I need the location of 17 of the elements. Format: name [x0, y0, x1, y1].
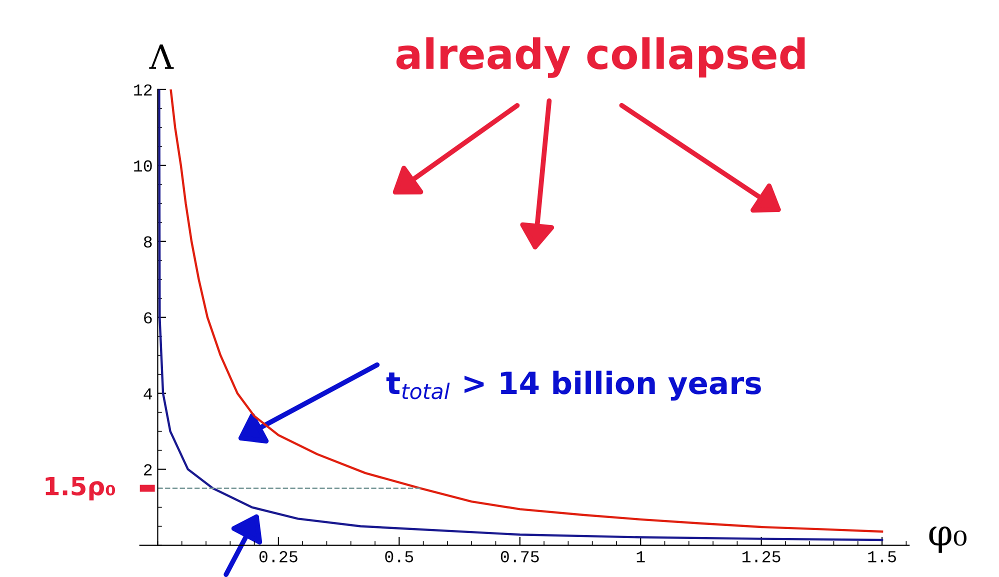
y-axis-title: Λ [149, 44, 174, 69]
y-tick-label: 10 [134, 160, 152, 172]
x-tick-label: 1.5 [868, 551, 896, 562]
y-tick-label: 4 [144, 388, 152, 400]
text: already collapsed [396, 37, 805, 78]
y-tick-label: 12 [134, 84, 152, 96]
x-tick-label: 0.25 [259, 551, 298, 562]
y-tick-label: 8 [144, 236, 152, 248]
x-tick-label: 0.75 [500, 551, 539, 562]
annotation: t$_{total}$ > 14 billion years [386, 370, 761, 401]
y-tick-label: 2 [144, 464, 152, 476]
x-tick-label: 1 [636, 551, 645, 562]
x-axis-title: φ₀ [929, 526, 966, 553]
x-tick-label: 0.5 [385, 551, 414, 562]
y-tick-label: 6 [144, 312, 152, 324]
annotation: 1.5ρ₀ [46, 476, 116, 500]
x-tick-label: 1.25 [742, 551, 780, 562]
